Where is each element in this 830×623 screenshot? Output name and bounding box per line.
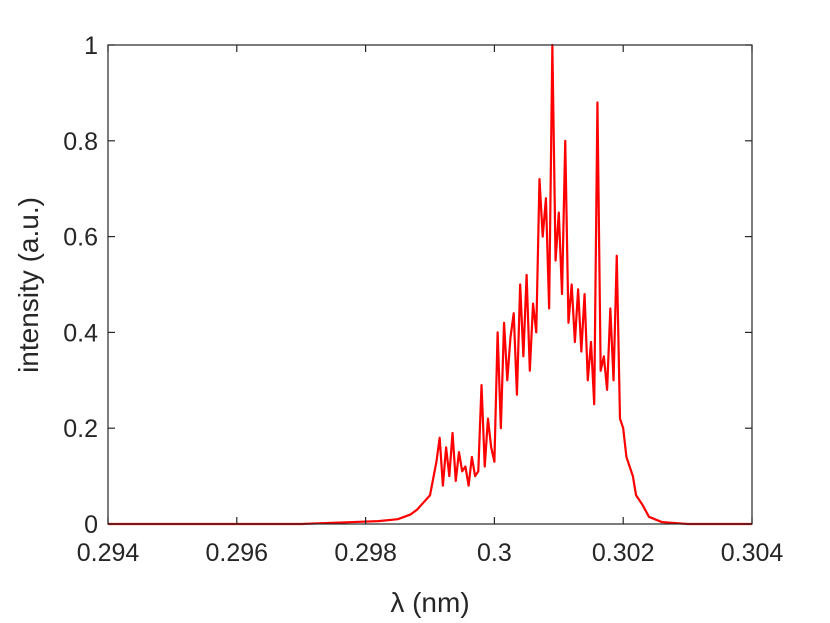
x-axis-label: λ (nm) xyxy=(390,587,469,618)
y-tick-label: 1 xyxy=(84,32,98,60)
y-tick-label: 0 xyxy=(84,511,98,539)
x-tick-label: 0.298 xyxy=(334,539,397,567)
y-axis-label: intensity (a.u.) xyxy=(13,197,44,373)
spectrum-line-0 xyxy=(108,43,752,526)
x-tick-label: 0.304 xyxy=(721,539,784,567)
y-tick-label: 0.8 xyxy=(63,128,98,156)
y-tick-label: 0.2 xyxy=(63,415,98,443)
y-tick-label: 0.6 xyxy=(63,224,98,252)
x-tick-label: 0.294 xyxy=(77,539,140,567)
x-tick-label: 0.296 xyxy=(206,539,269,567)
plot-area xyxy=(108,43,752,526)
y-tick-label: 0.4 xyxy=(63,319,98,347)
axes xyxy=(107,44,753,525)
ticks: 0.294 0.296 0.298 0.3 0.302 0.304 0 0.2 0.4 0.6 0.… xyxy=(63,32,783,567)
x-tick-label: 0.3 xyxy=(477,539,512,567)
axes-box xyxy=(107,44,753,525)
x-tick-label: 0.302 xyxy=(592,539,655,567)
